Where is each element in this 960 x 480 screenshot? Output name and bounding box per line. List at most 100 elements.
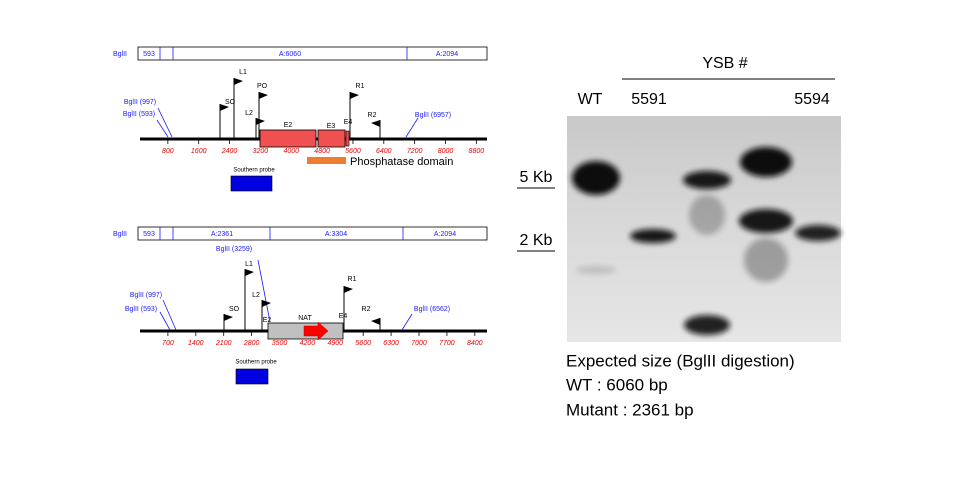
scale-label: 4000	[283, 148, 299, 155]
primer-label: PO	[257, 83, 268, 90]
lane-label: WT	[578, 91, 603, 108]
primer-flag	[234, 78, 243, 85]
primer-flag	[371, 318, 380, 325]
scale-label: 3200	[253, 148, 269, 155]
scale-label: 800	[162, 148, 174, 155]
site-label: BglII (593)	[123, 111, 155, 118]
primer-label: R2	[362, 306, 371, 313]
primer-label: L2	[245, 110, 253, 117]
caption-line: Expected size (BglII digestion)	[566, 351, 795, 370]
primer-flag	[245, 269, 254, 276]
primer-label: R1	[356, 83, 365, 90]
gel-band	[740, 147, 792, 177]
primer-label: R2	[368, 112, 377, 119]
primer-label: L1	[245, 261, 253, 268]
fragment-label: A:2094	[436, 51, 458, 58]
scale-label: 8400	[467, 340, 483, 347]
primer-label: SO	[229, 306, 240, 313]
scale-label: 8800	[469, 148, 485, 155]
probe-bar	[230, 175, 273, 192]
site-label: BglII (997)	[124, 99, 156, 106]
scale-label: 2800	[243, 340, 260, 347]
primer-flag	[256, 118, 265, 125]
scale-label: 8000	[438, 148, 454, 155]
size-marker: 5 Kb	[520, 169, 553, 186]
enzyme-label: BglII	[113, 231, 127, 238]
gel-band	[739, 209, 793, 233]
site-label: BglII (593)	[125, 306, 157, 313]
primer-flag	[371, 120, 380, 127]
fragment-label: A:2094	[434, 231, 456, 238]
restriction-bar	[137, 226, 488, 241]
exon-label: E4	[339, 313, 348, 320]
fragment-label: A:6060	[279, 51, 301, 58]
gel-band	[572, 161, 620, 195]
exon-box	[345, 130, 350, 147]
scale-label: 6400	[376, 148, 392, 155]
gel-band	[630, 229, 676, 243]
site-line	[159, 311, 171, 331]
scale-label: 3500	[272, 340, 288, 347]
scale-label: 1400	[188, 340, 204, 347]
gel-band	[689, 195, 725, 235]
exon-label: E2	[284, 122, 293, 129]
probe-label: Southern probe	[233, 168, 275, 174]
marker-label: NAT	[298, 315, 312, 322]
primer-label: SO	[225, 99, 236, 106]
gel-band	[795, 225, 841, 241]
site-line	[405, 117, 419, 138]
primer-flag	[350, 92, 359, 99]
scale-label: 5600	[345, 148, 361, 155]
scale-label: 7200	[407, 148, 423, 155]
restriction-bar	[137, 46, 488, 61]
scale-label: 1600	[191, 148, 207, 155]
caption-line: WT : 6060 bp	[566, 375, 668, 394]
site-label: BglII (6562)	[414, 306, 450, 313]
gel-band	[744, 238, 788, 282]
primer-label: L1	[239, 69, 247, 76]
probe-label: Southern probe	[235, 360, 277, 366]
scale-label: 7700	[439, 340, 455, 347]
scale-label: 6300	[383, 340, 399, 347]
site-label: BglII (6957)	[415, 112, 451, 119]
primer-flag	[262, 300, 271, 307]
site-line	[401, 313, 413, 331]
lane-label: 5591	[631, 91, 667, 108]
scale-label: 2400	[221, 148, 238, 155]
gel-band	[576, 266, 616, 274]
exon-box	[317, 129, 346, 148]
exon-label: E2	[263, 317, 272, 324]
fragment-label: A:2361	[211, 231, 233, 238]
exon-box	[259, 129, 317, 148]
scale-label: 7000	[411, 340, 427, 347]
scale-label: 700	[162, 340, 174, 347]
primer-flag	[344, 286, 353, 293]
scale-label: 4900	[328, 340, 344, 347]
scale-label: 5600	[355, 340, 371, 347]
domain-label: Phosphatase domain	[350, 156, 453, 168]
domain-bar	[307, 157, 346, 164]
exon-label: E4	[344, 119, 353, 126]
site-line	[157, 107, 173, 138]
size-marker: 2 Kb	[520, 232, 553, 249]
site-line	[156, 119, 169, 138]
site-label: BglII (3259)	[216, 246, 252, 253]
lane-label: 5594	[794, 91, 830, 108]
probe-bar	[235, 368, 269, 385]
caption-line: Mutant : 2361 bp	[566, 400, 694, 419]
gel-band	[684, 315, 730, 335]
marker-arrow	[303, 321, 329, 341]
enzyme-label: BglII	[113, 51, 127, 58]
site-label: BglII (997)	[130, 292, 162, 299]
site-label: 593	[143, 231, 155, 238]
site-label: 593	[143, 51, 155, 58]
primer-flag	[224, 314, 233, 321]
primer-flag	[259, 92, 268, 99]
scale-label: 2100	[215, 340, 232, 347]
primer-label: L2	[252, 292, 260, 299]
site-line	[257, 259, 271, 323]
scale-label: 4200	[300, 340, 316, 347]
primer-flag	[220, 104, 229, 111]
gel-band	[683, 171, 731, 189]
